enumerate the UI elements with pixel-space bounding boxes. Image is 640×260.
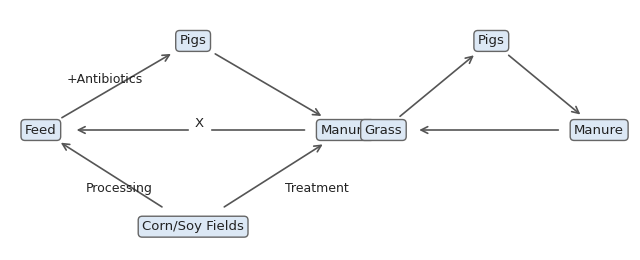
Text: Pigs: Pigs (478, 34, 505, 47)
Text: Manure: Manure (574, 124, 624, 136)
Text: Feed: Feed (25, 124, 57, 136)
Text: Processing: Processing (85, 182, 152, 195)
Text: +Antibiotics: +Antibiotics (66, 73, 143, 86)
Text: Pigs: Pigs (180, 34, 207, 47)
Text: Treatment: Treatment (285, 182, 349, 195)
Text: Corn/Soy Fields: Corn/Soy Fields (142, 220, 244, 233)
Text: Manure: Manure (321, 124, 371, 136)
Text: Grass: Grass (365, 124, 403, 136)
Text: X: X (195, 117, 204, 130)
